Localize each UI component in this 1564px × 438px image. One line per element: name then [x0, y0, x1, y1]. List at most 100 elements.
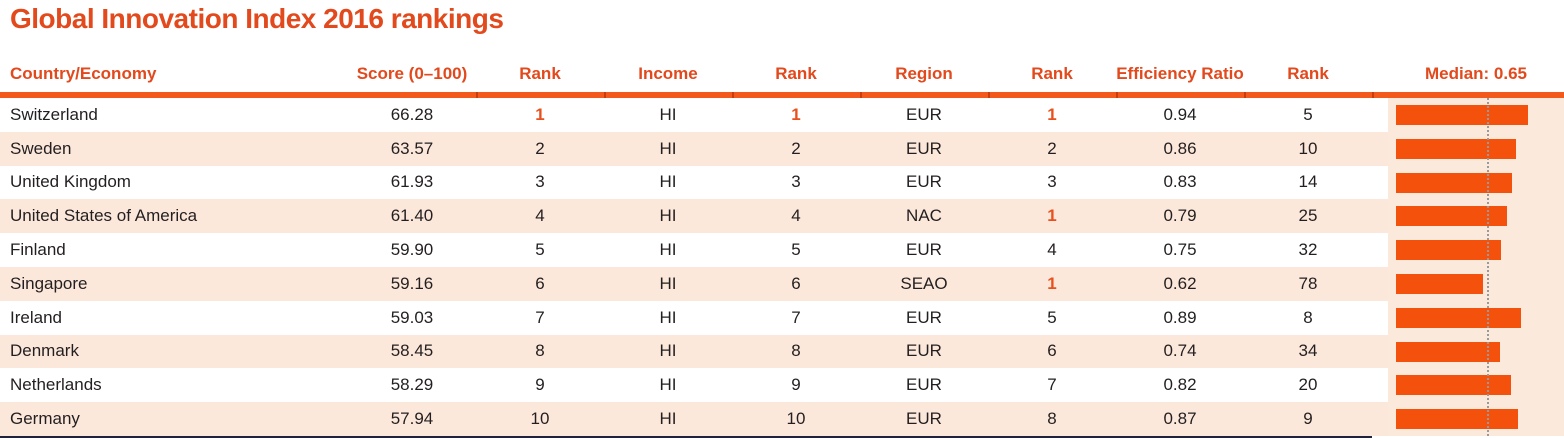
- cell-rank: 2: [535, 138, 545, 158]
- cell-region-rank: 2: [1047, 138, 1057, 158]
- col-header-rank: Rank: [519, 64, 561, 83]
- table-bottom-rule: [0, 436, 1372, 438]
- cell-efficiency-bar-chart: [1372, 199, 1564, 234]
- cell-rank: 9: [535, 375, 545, 395]
- cell-score: 61.40: [390, 206, 434, 226]
- cell-income: HI: [659, 307, 677, 327]
- cell-country: Netherlands: [10, 375, 102, 395]
- table-row: Ireland 59.03 7 HI 7 EUR 5 0.89 8: [0, 300, 1564, 335]
- cell-region-rank: 3: [1047, 172, 1057, 192]
- cell-region: EUR: [906, 104, 942, 124]
- cell-score: 59.03: [390, 307, 434, 327]
- cell-region: EUR: [906, 409, 942, 429]
- cell-efficiency-bar-chart: [1372, 334, 1564, 369]
- header-rule-separator: [860, 92, 862, 98]
- efficiency-ratio-bar: [1396, 172, 1513, 193]
- cell-rank: 3: [535, 172, 545, 192]
- cell-score: 59.90: [390, 240, 434, 260]
- efficiency-ratio-bar: [1396, 138, 1517, 159]
- cell-region: EUR: [906, 375, 942, 395]
- cell-income-rank: 7: [791, 307, 801, 327]
- cell-rank: 8: [535, 341, 545, 361]
- cell-efficiency-rank: 5: [1303, 104, 1313, 124]
- efficiency-ratio-bar: [1396, 240, 1501, 261]
- header-rule-separator: [1116, 92, 1118, 98]
- header-rule-separator: [988, 92, 990, 98]
- cell-country: Germany: [10, 409, 80, 429]
- col-header-region-rank: Rank: [1031, 64, 1073, 83]
- cell-score: 57.94: [390, 409, 434, 429]
- cell-efficiency-ratio: 0.79: [1163, 206, 1197, 226]
- table-row: United States of America 61.40 4 HI 4 NAC 1 0.7…: [0, 199, 1564, 234]
- cell-efficiency-rank: 20: [1298, 375, 1318, 395]
- cell-efficiency-rank: 32: [1298, 240, 1318, 260]
- table-body: Switzerland 66.28 1 HI 1 EUR 1 0.94 5 Sweden 63.57…: [0, 98, 1564, 436]
- cell-income-rank: 8: [791, 341, 801, 361]
- cell-region: EUR: [906, 307, 942, 327]
- cell-efficiency-ratio: 0.86: [1163, 138, 1197, 158]
- table-row: Switzerland 66.28 1 HI 1 EUR 1 0.94 5: [0, 98, 1564, 132]
- cell-rank: 6: [535, 273, 545, 293]
- cell-region: EUR: [906, 138, 942, 158]
- table-header-row: Country/Economy Score (0–100) Rank Incom…: [0, 58, 1564, 92]
- cell-score: 58.29: [390, 375, 434, 395]
- cell-country: Singapore: [10, 273, 88, 293]
- cell-region-rank: 8: [1047, 409, 1057, 429]
- header-rule-separator: [732, 92, 734, 98]
- efficiency-ratio-bar: [1396, 105, 1528, 125]
- cell-efficiency-ratio: 0.87: [1163, 409, 1197, 429]
- header-rule-separator: [476, 92, 478, 98]
- table-row: Germany 57.94 10 HI 10 EUR 8 0.87 9: [0, 402, 1564, 436]
- cell-income: HI: [659, 206, 677, 226]
- cell-region: SEAO: [900, 273, 948, 293]
- cell-score: 63.57: [390, 138, 434, 158]
- efficiency-ratio-bar: [1396, 341, 1500, 362]
- efficiency-ratio-bar: [1396, 273, 1483, 294]
- cell-income-rank: 6: [791, 273, 801, 293]
- table-row: Finland 59.90 5 HI 5 EUR 4 0.75 32: [0, 233, 1564, 267]
- cell-income-rank: 1: [791, 104, 801, 124]
- cell-efficiency-bar-chart: [1372, 98, 1564, 132]
- col-header-efficiency-rank: Rank: [1287, 64, 1329, 83]
- cell-efficiency-bar-chart: [1372, 266, 1564, 301]
- header-rule: [0, 92, 1564, 98]
- efficiency-ratio-bar: [1396, 307, 1521, 328]
- cell-country: Finland: [10, 240, 66, 260]
- cell-country: Switzerland: [10, 104, 98, 124]
- page-title: Global Innovation Index 2016 rankings: [10, 3, 504, 34]
- cell-rank: 10: [530, 409, 550, 429]
- cell-efficiency-rank: 10: [1298, 138, 1318, 158]
- cell-income-rank: 2: [791, 138, 801, 158]
- cell-income-rank: 9: [791, 375, 801, 395]
- cell-income: HI: [659, 341, 677, 361]
- cell-score: 59.16: [390, 273, 434, 293]
- header-rule-separator: [1372, 92, 1374, 98]
- cell-income: HI: [659, 409, 677, 429]
- cell-region-rank: 6: [1047, 341, 1057, 361]
- col-header-region: Region: [895, 64, 953, 83]
- table-row: Singapore 59.16 6 HI 6 SEAO 1 0.62 78: [0, 266, 1564, 301]
- cell-efficiency-rank: 25: [1298, 206, 1318, 226]
- cell-country: Denmark: [10, 341, 79, 361]
- cell-score: 66.28: [390, 104, 434, 124]
- header-rule-separator: [604, 92, 606, 98]
- cell-efficiency-ratio: 0.75: [1163, 240, 1197, 260]
- median-line: [1487, 98, 1489, 436]
- cell-region-rank: 1: [1047, 104, 1057, 124]
- table-row: United Kingdom 61.93 3 HI 3 EUR 3 0.83 14: [0, 165, 1564, 200]
- cell-efficiency-rank: 78: [1298, 273, 1318, 293]
- cell-region-rank: 1: [1047, 206, 1057, 226]
- cell-region: EUR: [906, 341, 942, 361]
- cell-country: United Kingdom: [10, 172, 131, 192]
- col-header-median: Median: 0.65: [1424, 64, 1528, 83]
- cell-income-rank: 3: [791, 172, 801, 192]
- cell-efficiency-ratio: 0.74: [1163, 341, 1197, 361]
- cell-efficiency-ratio: 0.83: [1163, 172, 1197, 192]
- cell-income: HI: [659, 172, 677, 192]
- cell-rank: 1: [535, 104, 545, 124]
- col-header-income-rank: Rank: [775, 64, 817, 83]
- cell-region-rank: 1: [1047, 273, 1057, 293]
- cell-efficiency-bar-chart: [1372, 165, 1564, 200]
- cell-score: 58.45: [390, 341, 434, 361]
